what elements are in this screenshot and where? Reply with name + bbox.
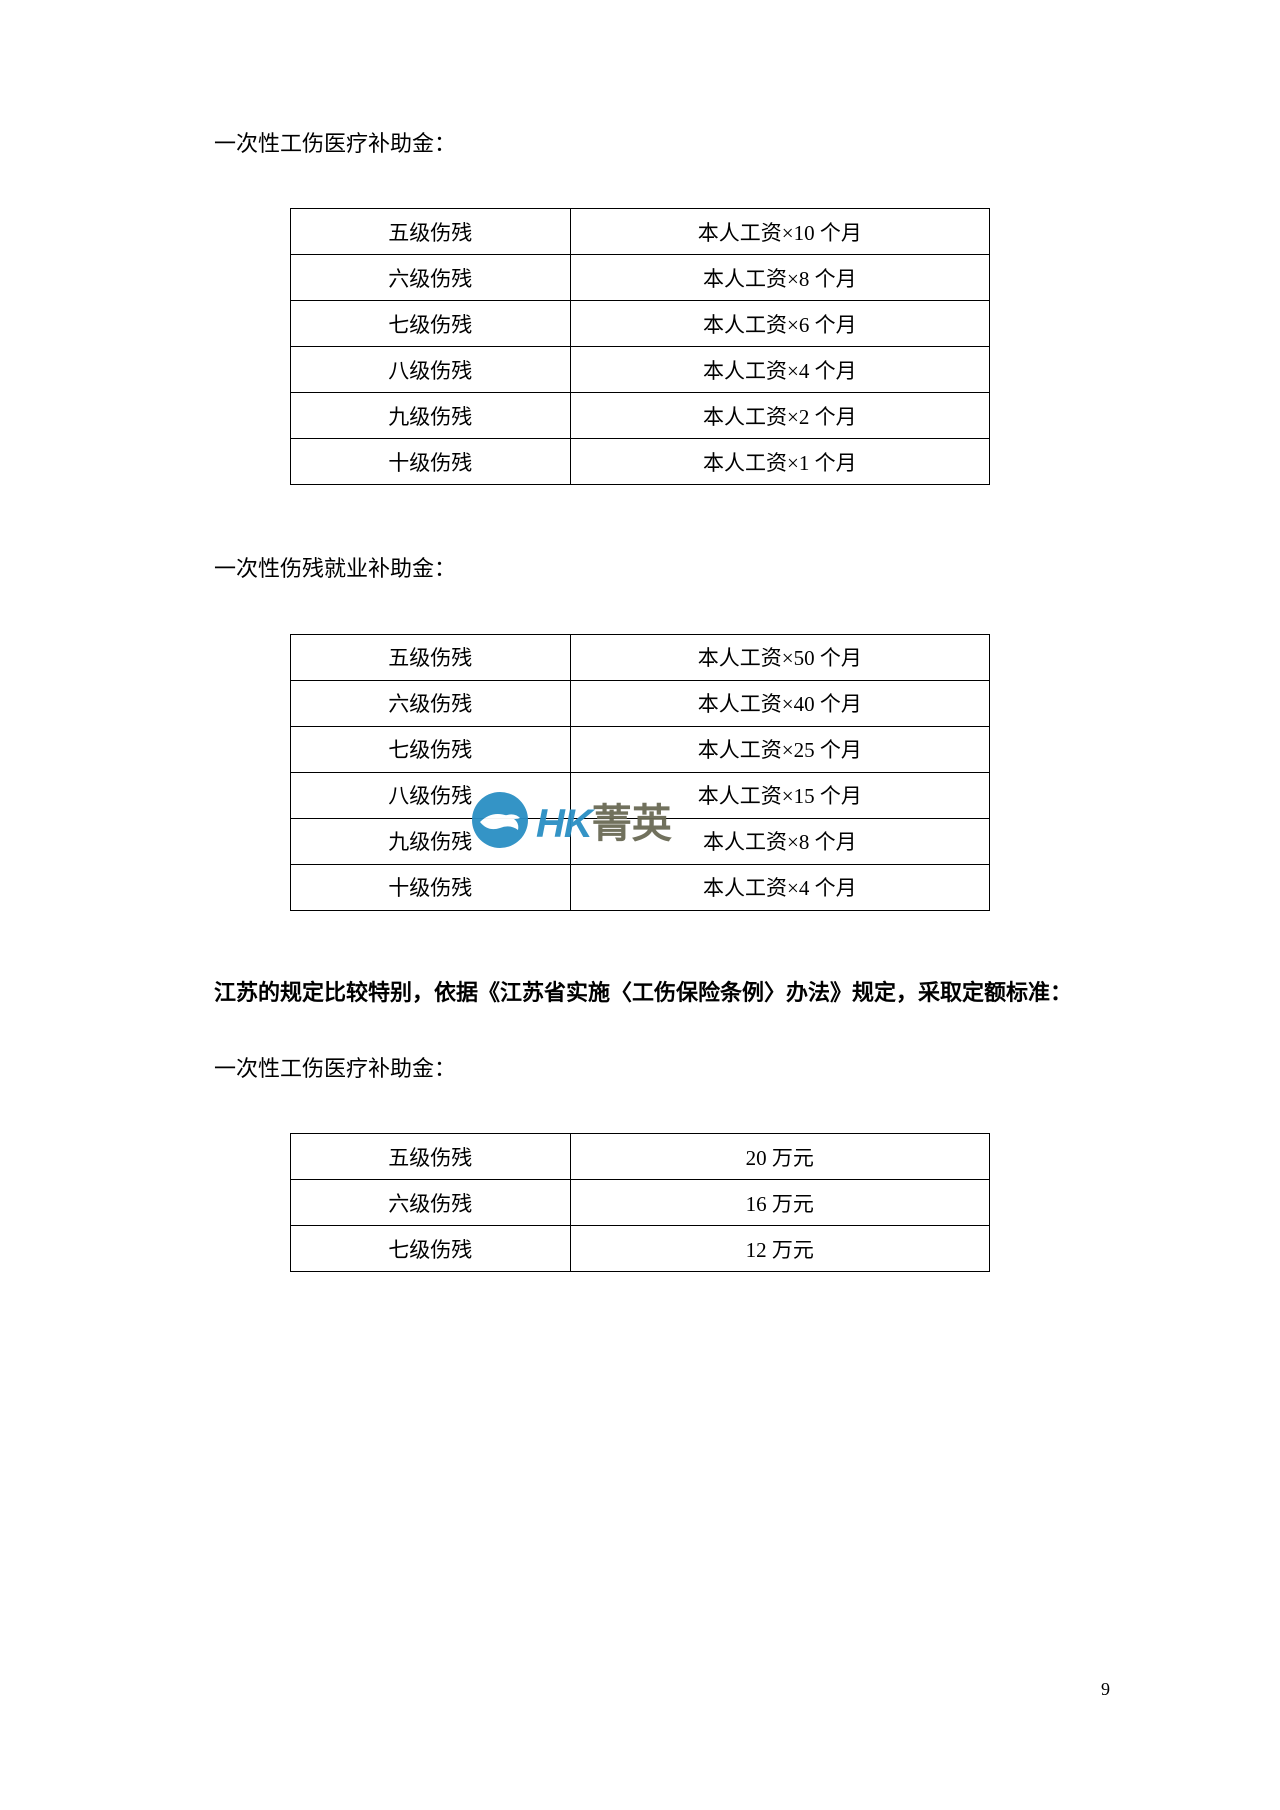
- cell-level: 六级伤残: [291, 1180, 571, 1226]
- cell-level: 九级伤残: [291, 393, 571, 439]
- cell-level: 五级伤残: [291, 634, 571, 680]
- table-row: 五级伤残本人工资×10 个月: [291, 209, 990, 255]
- cell-amount: 本人工资×2 个月: [570, 393, 989, 439]
- table-row: 六级伤残本人工资×40 个月: [291, 680, 990, 726]
- table-row: 十级伤残本人工资×4 个月: [291, 864, 990, 910]
- cell-level: 七级伤残: [291, 1226, 571, 1272]
- table-row: 七级伤残本人工资×25 个月: [291, 726, 990, 772]
- table-row: 七级伤残12 万元: [291, 1226, 990, 1272]
- section1-title: 一次性工伤医疗补助金：: [170, 120, 1110, 168]
- cell-amount: 本人工资×25 个月: [570, 726, 989, 772]
- table-row: 十级伤残本人工资×1 个月: [291, 439, 990, 485]
- cell-amount: 本人工资×4 个月: [570, 347, 989, 393]
- cell-amount: 12 万元: [570, 1226, 989, 1272]
- table-row: 六级伤残16 万元: [291, 1180, 990, 1226]
- cell-level: 六级伤残: [291, 255, 571, 301]
- section4-title: 一次性工伤医疗补助金：: [170, 1045, 1110, 1093]
- cell-level: 九级伤残: [291, 818, 571, 864]
- table-medical-subsidy-1: 五级伤残本人工资×10 个月六级伤残本人工资×8 个月七级伤残本人工资×6 个月…: [290, 208, 990, 485]
- cell-amount: 本人工资×6 个月: [570, 301, 989, 347]
- page-number: 9: [1101, 1679, 1110, 1700]
- cell-level: 五级伤残: [291, 209, 571, 255]
- cell-level: 五级伤残: [291, 1134, 571, 1180]
- cell-amount: 本人工资×8 个月: [570, 255, 989, 301]
- cell-amount: 本人工资×4 个月: [570, 864, 989, 910]
- table-medical-subsidy-2: 五级伤残20 万元六级伤残16 万元七级伤残12 万元: [290, 1133, 990, 1272]
- table-row: 八级伤残本人工资×4 个月: [291, 347, 990, 393]
- cell-amount: 本人工资×15 个月: [570, 772, 989, 818]
- cell-level: 六级伤残: [291, 680, 571, 726]
- cell-level: 七级伤残: [291, 726, 571, 772]
- table-row: 七级伤残本人工资×6 个月: [291, 301, 990, 347]
- cell-amount: 20 万元: [570, 1134, 989, 1180]
- table-row: 八级伤残本人工资×15 个月: [291, 772, 990, 818]
- jiangsu-note: 江苏的规定比较特别，依据《江苏省实施〈工伤保险条例〉办法》规定，采取定额标准：: [170, 971, 1110, 1015]
- cell-level: 八级伤残: [291, 772, 571, 818]
- cell-amount: 本人工资×50 个月: [570, 634, 989, 680]
- cell-amount: 16 万元: [570, 1180, 989, 1226]
- table-row: 六级伤残本人工资×8 个月: [291, 255, 990, 301]
- cell-level: 十级伤残: [291, 864, 571, 910]
- table-row: 九级伤残本人工资×8 个月: [291, 818, 990, 864]
- cell-amount: 本人工资×10 个月: [570, 209, 989, 255]
- cell-level: 七级伤残: [291, 301, 571, 347]
- cell-level: 八级伤残: [291, 347, 571, 393]
- table-row: 五级伤残本人工资×50 个月: [291, 634, 990, 680]
- section2-title: 一次性伤残就业补助金：: [170, 545, 1110, 593]
- document-page: 一次性工伤医疗补助金： 五级伤残本人工资×10 个月六级伤残本人工资×8 个月七…: [0, 0, 1280, 1412]
- table-row: 五级伤残20 万元: [291, 1134, 990, 1180]
- cell-amount: 本人工资×8 个月: [570, 818, 989, 864]
- cell-level: 十级伤残: [291, 439, 571, 485]
- cell-amount: 本人工资×1 个月: [570, 439, 989, 485]
- table-employment-subsidy: 五级伤残本人工资×50 个月六级伤残本人工资×40 个月七级伤残本人工资×25 …: [290, 634, 990, 911]
- cell-amount: 本人工资×40 个月: [570, 680, 989, 726]
- table-row: 九级伤残本人工资×2 个月: [291, 393, 990, 439]
